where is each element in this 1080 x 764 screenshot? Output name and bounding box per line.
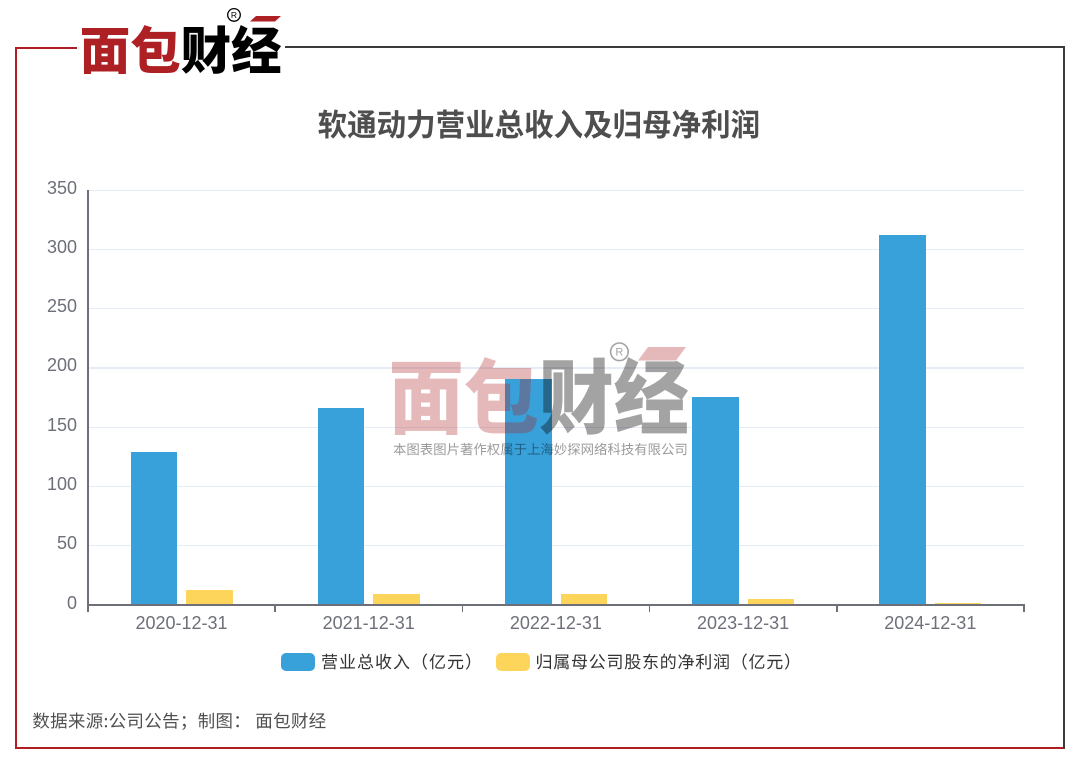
- svg-text:R: R: [231, 10, 237, 20]
- svg-text:R: R: [615, 347, 623, 359]
